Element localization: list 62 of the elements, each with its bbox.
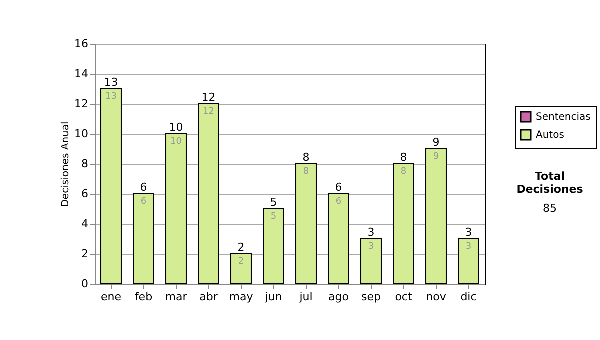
x-tick-label: may (229, 290, 254, 304)
bar (263, 208, 284, 284)
bar (393, 164, 414, 284)
total-label: 13 (104, 76, 118, 89)
bar (458, 238, 480, 284)
y-axis-title: Decisiones Anual (60, 122, 72, 208)
bar (198, 104, 220, 284)
data-label: 6 (336, 197, 342, 207)
data-label: 9 (433, 152, 440, 162)
y-tick-label: 2 (82, 248, 88, 260)
total-label: 2 (238, 241, 245, 254)
legend-label: Sentencias (536, 112, 591, 123)
total-label: 3 (465, 226, 472, 239)
bar (296, 164, 317, 284)
data-label: 10 (170, 137, 182, 147)
x-tick-label: jul (298, 290, 313, 304)
bar (328, 194, 350, 284)
y-tick-label: 8 (82, 158, 88, 170)
bar (133, 194, 154, 284)
x-tick-label: oct (395, 290, 413, 304)
bar (360, 238, 382, 284)
y-tick-label: 10 (74, 128, 88, 140)
x-tick-label: ago (328, 290, 350, 304)
bar (100, 88, 122, 284)
data-label: 6 (140, 197, 147, 207)
total-label: 12 (202, 91, 216, 104)
y-tick-label: 12 (74, 98, 88, 110)
data-label: 5 (270, 212, 277, 222)
data-label: 13 (106, 92, 117, 102)
x-tick-label: ene (100, 290, 122, 304)
bar (230, 254, 252, 284)
x-tick-label: mar (165, 290, 188, 304)
data-label: 12 (203, 107, 214, 117)
data-label: 2 (238, 257, 244, 267)
y-tick-label: 14 (74, 68, 88, 80)
total-label: 6 (140, 181, 148, 194)
x-tick-label: feb (134, 290, 153, 304)
x-tick-label: sep (362, 290, 382, 304)
total-label: 8 (302, 151, 310, 164)
text: 85 (542, 202, 558, 215)
text: Total Decisiones (516, 170, 584, 196)
total-label: 3 (368, 226, 375, 239)
data-label: 3 (466, 242, 472, 252)
x-tick-label: nov (426, 290, 447, 304)
bar (166, 134, 187, 284)
y-tick-label: 6 (82, 188, 88, 200)
y-tick-label: 16 (74, 38, 88, 50)
total-label: 8 (400, 151, 408, 164)
x-tick-label: jun (264, 290, 282, 304)
legend-label: Autos (536, 130, 564, 141)
data-label: 8 (400, 167, 407, 177)
total-label: 5 (270, 196, 278, 209)
bar (426, 148, 447, 284)
y-tick-label: 4 (82, 218, 88, 230)
data-label: 8 (303, 167, 310, 177)
total-label: 6 (335, 181, 342, 194)
data-label: 3 (368, 242, 374, 252)
x-tick-label: dic (460, 290, 477, 304)
x-tick-label: abr (200, 290, 218, 304)
total-label: 10 (169, 121, 184, 134)
y-tick-label: 0 (82, 278, 88, 290)
total-label: 9 (432, 136, 440, 149)
